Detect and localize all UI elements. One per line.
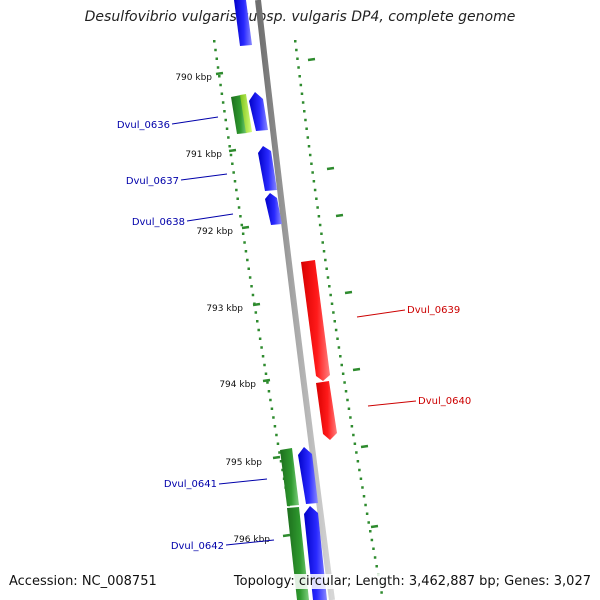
gene-labels: Dvul_0636 Dvul_0637 Dvul_0638 Dvul_0639 Dvul… <box>117 116 471 552</box>
orf-feature <box>231 95 247 134</box>
gene-leader-line <box>225 539 275 546</box>
tick-label: 795 kbp <box>225 458 262 468</box>
tick-label: 790 kbp <box>175 73 212 83</box>
gene-label[interactable]: Dvul_0640 <box>418 396 471 407</box>
tick-label: 793 kbp <box>206 304 243 314</box>
gene-dvul-0640-arrow <box>316 381 337 440</box>
gene-dvul-0639-arrow <box>301 260 330 381</box>
tick-label: 792 kbp <box>196 227 233 237</box>
gene-leader-line <box>171 116 219 125</box>
topology-text: Topology: circular; Length: 3,462,887 bp… <box>231 574 591 589</box>
gene-dvul-0637-arrow <box>258 146 277 191</box>
gene-label[interactable]: Dvul_0637 <box>126 176 179 187</box>
tick-label: 794 kbp <box>219 380 256 390</box>
gene-leader-line <box>367 400 417 407</box>
gene-leader-line <box>356 309 406 318</box>
genome-backbone <box>255 0 335 600</box>
gene-leader-line <box>186 213 234 222</box>
gene-top-partial <box>234 0 252 46</box>
gene-label[interactable]: Dvul_0638 <box>132 217 185 228</box>
accession-text: Accession: NC_008751 <box>9 574 157 589</box>
reverse-genes <box>301 260 337 440</box>
tick-label: 796 kbp <box>233 535 270 545</box>
gene-dvul-0638-arrow <box>265 193 282 225</box>
orf-feature <box>280 448 299 506</box>
gene-dvul-0641-arrow <box>298 447 318 504</box>
map-title: Desulfovibrio vulgaris subsp. vulgaris D… <box>84 9 516 25</box>
position-ticks: 790 kbp 791 kbp 792 kbp 793 kbp 794 kbp 795 k… <box>175 73 270 545</box>
gene-label[interactable]: Dvul_0639 <box>407 305 460 316</box>
tick-label: 791 kbp <box>185 150 222 160</box>
gene-label[interactable]: Dvul_0636 <box>117 120 170 131</box>
gene-leader-line <box>218 478 268 485</box>
gene-label[interactable]: Dvul_0641 <box>164 479 217 490</box>
gene-leader-line <box>180 173 228 181</box>
gene-dvul-0636-arrow <box>249 92 268 131</box>
gene-label[interactable]: Dvul_0642 <box>171 541 224 552</box>
orf-feature <box>240 94 252 133</box>
